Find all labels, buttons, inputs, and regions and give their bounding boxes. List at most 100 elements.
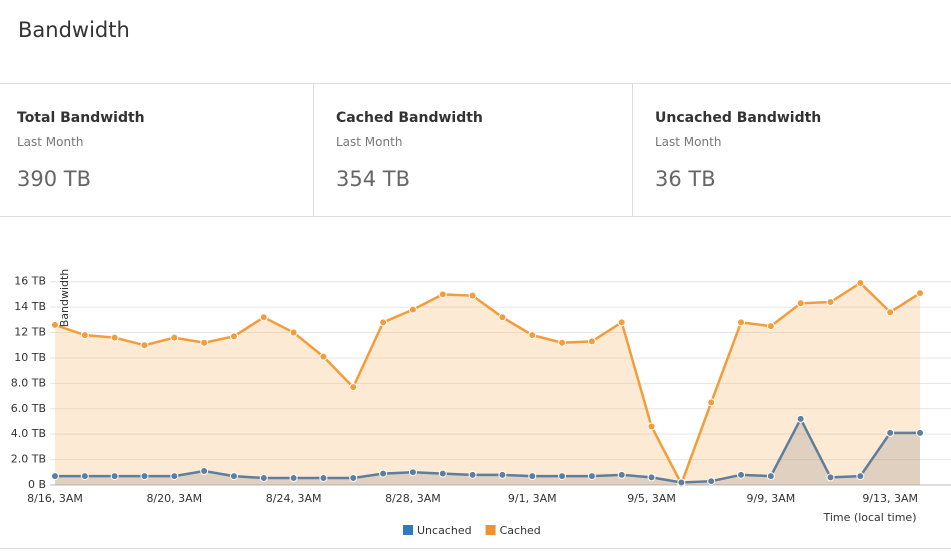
y-tick-label: 4.0 TB (11, 427, 46, 440)
stat-card: Cached Bandwidth Last Month 354 TB (319, 84, 632, 216)
divider (0, 548, 951, 549)
x-tick-label: 8/24, 3AM (266, 492, 322, 505)
x-tick-label: 8/28, 3AM (385, 492, 441, 505)
point (379, 318, 388, 327)
divider (0, 83, 951, 84)
point (319, 474, 328, 483)
y-tick-label: 6.0 TB (11, 402, 46, 415)
page-title: Bandwidth (18, 18, 130, 42)
divider (313, 84, 314, 216)
card-value: 36 TB (655, 167, 716, 191)
x-tick-label: 9/1, 3AM (508, 492, 557, 505)
point (856, 472, 865, 481)
point (438, 290, 447, 299)
y-tick-label: 14 TB (14, 300, 46, 313)
point (200, 467, 209, 476)
point (707, 398, 716, 407)
point (498, 470, 507, 479)
legend-swatch (485, 525, 496, 535)
point (587, 472, 596, 481)
stat-card: Total Bandwidth Last Month 390 TB (0, 84, 313, 216)
y-tick-label: 16 TB (14, 275, 46, 288)
point (438, 469, 447, 478)
legend-label[interactable]: Uncached (417, 524, 472, 537)
point (796, 299, 805, 308)
point (766, 322, 775, 331)
point (259, 313, 268, 322)
point (707, 477, 716, 486)
point (737, 318, 746, 327)
y-tick-label: 2.0 TB (11, 453, 46, 466)
point (468, 470, 477, 479)
point (51, 472, 59, 481)
card-title: Uncached Bandwidth (655, 110, 822, 126)
point (319, 352, 328, 361)
point (558, 472, 567, 481)
chart: 0 B 2.0 TB 4.0 TB 6.0 TB 8.0 TB 10 TB 12 TB 14 … (11, 269, 951, 537)
card-value: 390 TB (17, 167, 91, 191)
point (110, 333, 119, 342)
point (528, 472, 537, 481)
point (140, 472, 149, 481)
card-subtitle: Last Month (336, 135, 403, 149)
point (379, 469, 388, 478)
point (617, 318, 626, 327)
y-tick-label: 8.0 TB (11, 376, 46, 389)
point (647, 422, 656, 431)
point (80, 472, 89, 481)
point (826, 473, 835, 482)
card-value: 354 TB (336, 167, 410, 191)
point (229, 332, 238, 341)
y-tick-label: 12 TB (14, 326, 46, 339)
point (289, 328, 298, 337)
card-title: Total Bandwidth (17, 110, 145, 126)
point (200, 338, 209, 347)
point (289, 474, 298, 483)
card-subtitle: Last Month (17, 135, 84, 149)
x-tick-label: 8/16, 3AM (27, 492, 83, 505)
point (766, 472, 775, 481)
point (498, 313, 507, 322)
point (796, 414, 805, 423)
divider (0, 216, 951, 217)
point (259, 474, 268, 483)
divider (632, 84, 633, 216)
x-tick-label: 8/20, 3AM (146, 492, 202, 505)
point (737, 470, 746, 479)
point (140, 341, 149, 350)
y-axis-title: Bandwidth (58, 269, 71, 328)
point (617, 470, 626, 479)
card-title: Cached Bandwidth (336, 110, 483, 126)
point (408, 468, 417, 477)
point (558, 338, 567, 347)
point (856, 278, 865, 287)
point (826, 298, 835, 307)
point (528, 331, 537, 340)
point (110, 472, 119, 481)
x-tick-label: 9/13, 3AM (862, 492, 918, 505)
point (80, 331, 89, 340)
x-axis-title: Time (local time) (823, 511, 917, 524)
x-tick-label: 9/5, 3AM (627, 492, 676, 505)
point (587, 337, 596, 346)
point (916, 428, 924, 437)
point (916, 289, 924, 298)
legend-swatch (403, 525, 413, 535)
point (229, 472, 238, 481)
point (408, 305, 417, 314)
point (468, 291, 477, 300)
point (51, 320, 59, 329)
x-tick-label: 9/9, 3AM (747, 492, 796, 505)
area (55, 282, 920, 485)
card-subtitle: Last Month (655, 135, 722, 149)
point (677, 478, 686, 487)
line (54, 281, 921, 487)
y-tick-label: 10 TB (14, 351, 46, 364)
legend-label[interactable]: Cached (500, 524, 541, 537)
point (170, 333, 179, 342)
y-tick-label: 0 B (28, 478, 46, 491)
point (349, 474, 358, 483)
line (55, 416, 920, 484)
point (170, 472, 179, 481)
